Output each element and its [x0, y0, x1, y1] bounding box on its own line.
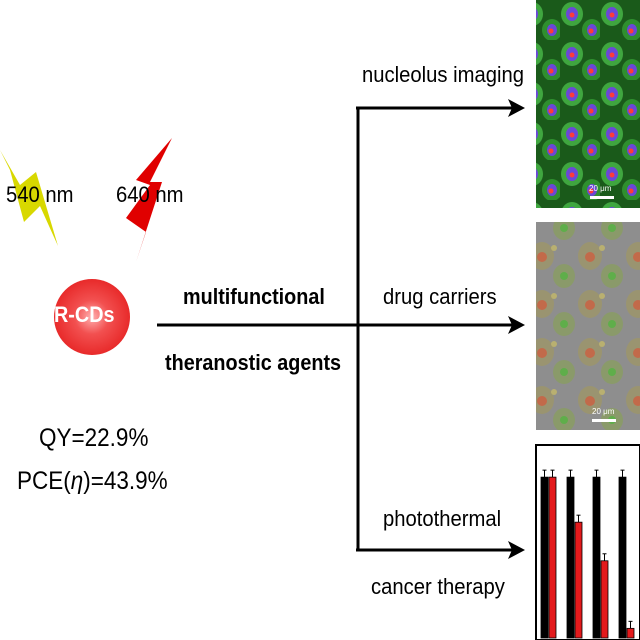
bar-series1-3 [592, 476, 601, 639]
drug-carriers-micrograph [536, 222, 640, 430]
cancer-therapy-label: cancer therapy [371, 574, 505, 599]
arrow-head-therapy [508, 541, 525, 559]
bar-series2-1 [548, 476, 557, 639]
scale-bar-2-label: 20 μm [592, 407, 615, 416]
pce-prefix: PCE( [17, 467, 71, 495]
pce-symbol: η [70, 467, 84, 495]
bar-series2-2 [574, 521, 583, 639]
photothermal-bar-chart [535, 444, 640, 640]
drug-carriers-label: drug carriers [383, 284, 497, 309]
arrow-head-drug [508, 316, 525, 334]
red-lightning-icon [126, 138, 172, 262]
pce-value: PCE(η)=43.9% [17, 467, 168, 496]
qy-value: QY=22.9% [39, 424, 149, 452]
bar-series2-3 [600, 560, 609, 639]
yellow-lightning-icon [0, 150, 58, 246]
scale-bar-1-label: 20 μm [589, 184, 612, 193]
bar-series1-4 [618, 476, 627, 639]
r-cds-label: R-CDs [54, 302, 115, 327]
bar-series1-1 [540, 476, 549, 639]
nucleolus-imaging-micrograph [536, 0, 640, 208]
scale-bar-2 [592, 419, 616, 422]
arrow-head-imaging [508, 99, 525, 117]
bar-series2-4 [626, 627, 635, 639]
r-cds-sphere-icon [54, 279, 130, 355]
bar-series1-2 [566, 476, 575, 639]
multifunctional-label: multifunctional [183, 284, 325, 309]
photothermal-label: photothermal [383, 506, 502, 531]
theranostic-agents-label: theranostic agents [165, 350, 342, 375]
scale-bar-1 [590, 196, 614, 199]
excitation-640-label: 640 nm [116, 182, 184, 207]
pce-suffix: )=43.9% [83, 467, 168, 495]
nucleolus-imaging-label: nucleolus imaging [362, 62, 525, 87]
excitation-540-label: 540 nm [6, 182, 74, 207]
